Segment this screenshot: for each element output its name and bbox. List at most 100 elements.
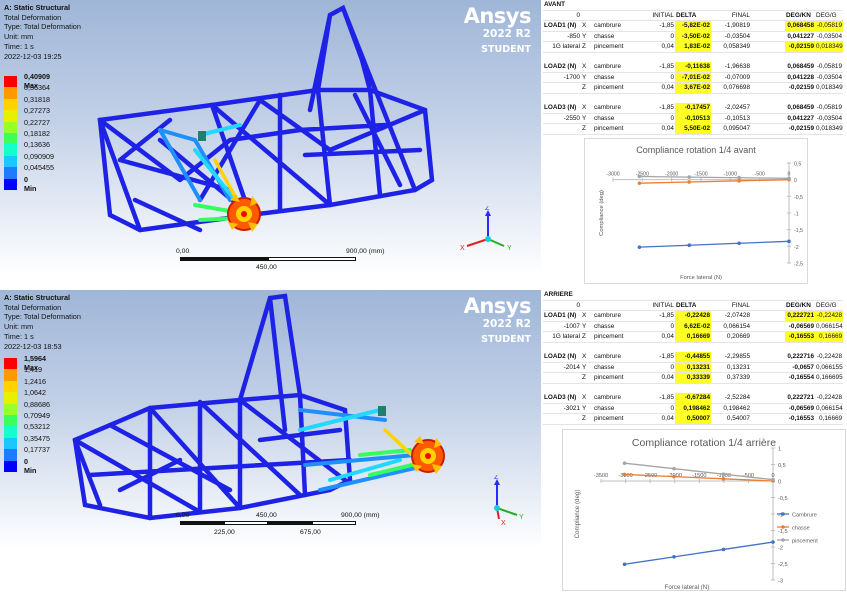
bottom-x-tick-label: -3500 bbox=[594, 473, 608, 479]
top-legend-swatch bbox=[4, 110, 17, 122]
top-y-tick-label: -2,5 bbox=[794, 262, 803, 268]
top-table-cell: LOAD3 (N) bbox=[543, 102, 581, 114]
bottom-table-header: 0 INITIAL DELTA FINAL DEG/KN DEG/G bbox=[543, 300, 844, 312]
top-table-cell: Z bbox=[581, 123, 593, 135]
top-legend-swatch bbox=[4, 167, 17, 179]
bottom-frame-model bbox=[72, 293, 445, 521]
bottom-upright-bracket bbox=[378, 406, 386, 416]
bottom-table-header-cell: INITIAL bbox=[645, 300, 675, 312]
top-table-cell: -0,05819 bbox=[815, 20, 843, 32]
top-legend-swatch bbox=[4, 155, 17, 168]
top-table-cell: X bbox=[581, 102, 593, 114]
bottom-table-cell: 0,066154 bbox=[815, 321, 844, 333]
bottom-y-axis-title: Compliance (deg) bbox=[574, 490, 581, 539]
top-table-cell: -0,07009 bbox=[711, 72, 751, 84]
bottom-table-cell: -0,44855 bbox=[675, 352, 711, 363]
top-table-header-cell: FINAL bbox=[711, 10, 751, 22]
top-legend-label: 0,31818 bbox=[24, 94, 50, 104]
top-table-cell: -1700 bbox=[543, 72, 581, 84]
bottom-table-cell bbox=[543, 413, 581, 425]
top-table-cell bbox=[675, 93, 711, 103]
bottom-table-cell: -1,85 bbox=[645, 310, 675, 322]
svg-text:Y: Y bbox=[519, 514, 524, 521]
top-table-cell bbox=[751, 113, 785, 125]
svg-text:Z: Z bbox=[485, 206, 490, 212]
bottom-table-cell bbox=[785, 383, 815, 393]
bottom-y-tick-label: -1 bbox=[778, 513, 783, 519]
bottom-table-cell: 0,16669 bbox=[675, 331, 711, 343]
bottom-table-cell bbox=[543, 383, 581, 393]
bottom-table-cell: Y bbox=[581, 403, 593, 415]
top-compliance-table: AVANT 0 INITIAL DELTA FINAL DEG/KN DEG/G LOAD1 … bbox=[543, 0, 843, 135]
bottom-legend-marker bbox=[781, 525, 785, 529]
bottom-table-cell: 0,13231 bbox=[675, 362, 711, 374]
top-chart: Compliance rotation 1/4 avant 0,5 0 -0,5 -1… bbox=[584, 138, 808, 284]
top-viewport[interactable]: A: Static Structural Total Deformation T… bbox=[0, 0, 541, 275]
bottom-table-cell: 0,16669 bbox=[815, 331, 844, 343]
bottom-table-cell: -2,29855 bbox=[711, 352, 751, 363]
top-table-cell: -3,50E-02 bbox=[675, 31, 711, 43]
bottom-chart-title: Compliance rotation 1/4 arrière bbox=[631, 437, 777, 449]
top-legend-label: 0 Min bbox=[24, 174, 37, 193]
bottom-legend-swatch bbox=[4, 392, 17, 404]
top-scale-label-mid: 450,00 bbox=[256, 264, 277, 271]
bottom-table-cell bbox=[751, 310, 785, 322]
bottom-table-cell: 6,62E-02 bbox=[675, 321, 711, 333]
bottom-ansys-logo: Ansys bbox=[463, 294, 532, 318]
top-table-cell: 5,50E-02 bbox=[675, 123, 711, 135]
bottom-frame-push-rod bbox=[383, 428, 417, 460]
bottom-table-cell bbox=[815, 342, 843, 352]
bottom-table-header-cell: DEG/KN bbox=[785, 300, 815, 312]
top-series-line bbox=[639, 179, 790, 184]
bottom-viewport[interactable]: A: Static Structural Total Deformation T… bbox=[0, 290, 541, 549]
top-y-tick-label: -2 bbox=[794, 245, 799, 251]
top-x-tick-label: -500 bbox=[754, 172, 764, 178]
top-table-cell: 0,058349 bbox=[711, 41, 751, 53]
bottom-data-point bbox=[672, 466, 676, 471]
bottom-table-cell: X bbox=[581, 392, 593, 404]
top-table-cell: 0,041227 bbox=[785, 31, 815, 43]
bottom-frame-toe-link bbox=[358, 448, 414, 477]
bottom-table-cell bbox=[751, 392, 785, 404]
top-table-cell: 0,04 bbox=[645, 41, 675, 53]
bottom-y-tick-label: 0,5 bbox=[778, 463, 786, 469]
top-table-cell bbox=[751, 62, 785, 73]
bottom-table-cell: -1007 bbox=[543, 321, 581, 333]
bottom-table-cell: X bbox=[581, 352, 593, 363]
top-table-cell bbox=[581, 93, 593, 103]
svg-text:X: X bbox=[501, 520, 506, 527]
top-table-cell: 1G lateral bbox=[543, 41, 581, 53]
top-upright-bracket bbox=[198, 131, 206, 141]
bottom-table-cell: 0,198462 bbox=[675, 403, 711, 415]
top-table-cell bbox=[581, 52, 593, 62]
bottom-data-point bbox=[721, 477, 726, 481]
top-data-point bbox=[637, 245, 642, 249]
bottom-frame-rear-links bbox=[298, 408, 402, 482]
bottom-table-cell: 0,222721 bbox=[785, 310, 815, 322]
bottom-table-cell bbox=[581, 383, 593, 393]
top-table-cell: -1,85 bbox=[645, 62, 675, 73]
top-ansys-edition: STUDENT bbox=[481, 44, 531, 55]
top-table-cell: 0,018349 bbox=[815, 41, 843, 53]
top-table-cell: 0,041228 bbox=[785, 72, 815, 84]
bottom-table-cell: 0,04 bbox=[645, 413, 675, 425]
top-table-cell bbox=[543, 52, 581, 62]
top-chart-title: Compliance rotation 1/4 avant bbox=[636, 145, 756, 155]
bottom-table-cell: chasse bbox=[593, 403, 645, 415]
top-table-cell bbox=[593, 93, 645, 103]
bottom-table-cell: -0,22428 bbox=[815, 310, 844, 322]
top-legend-swatch bbox=[4, 76, 17, 88]
top-series-line bbox=[639, 175, 790, 179]
bottom-table-cell bbox=[751, 362, 785, 374]
top-legend-label: 0,40909 Max bbox=[24, 72, 50, 90]
top-frame-model bbox=[97, 4, 435, 233]
top-result-unit: Unit: mm bbox=[4, 32, 34, 42]
bottom-legend-label: 0,17737 bbox=[24, 445, 50, 455]
bottom-table-cell: -2,07428 bbox=[711, 310, 751, 322]
bottom-table-cell: 0 bbox=[645, 403, 675, 415]
bottom-table-cell: -1,85 bbox=[645, 392, 675, 404]
bottom-table-cell: -0,06569 bbox=[785, 403, 815, 415]
top-data-point bbox=[637, 174, 642, 179]
